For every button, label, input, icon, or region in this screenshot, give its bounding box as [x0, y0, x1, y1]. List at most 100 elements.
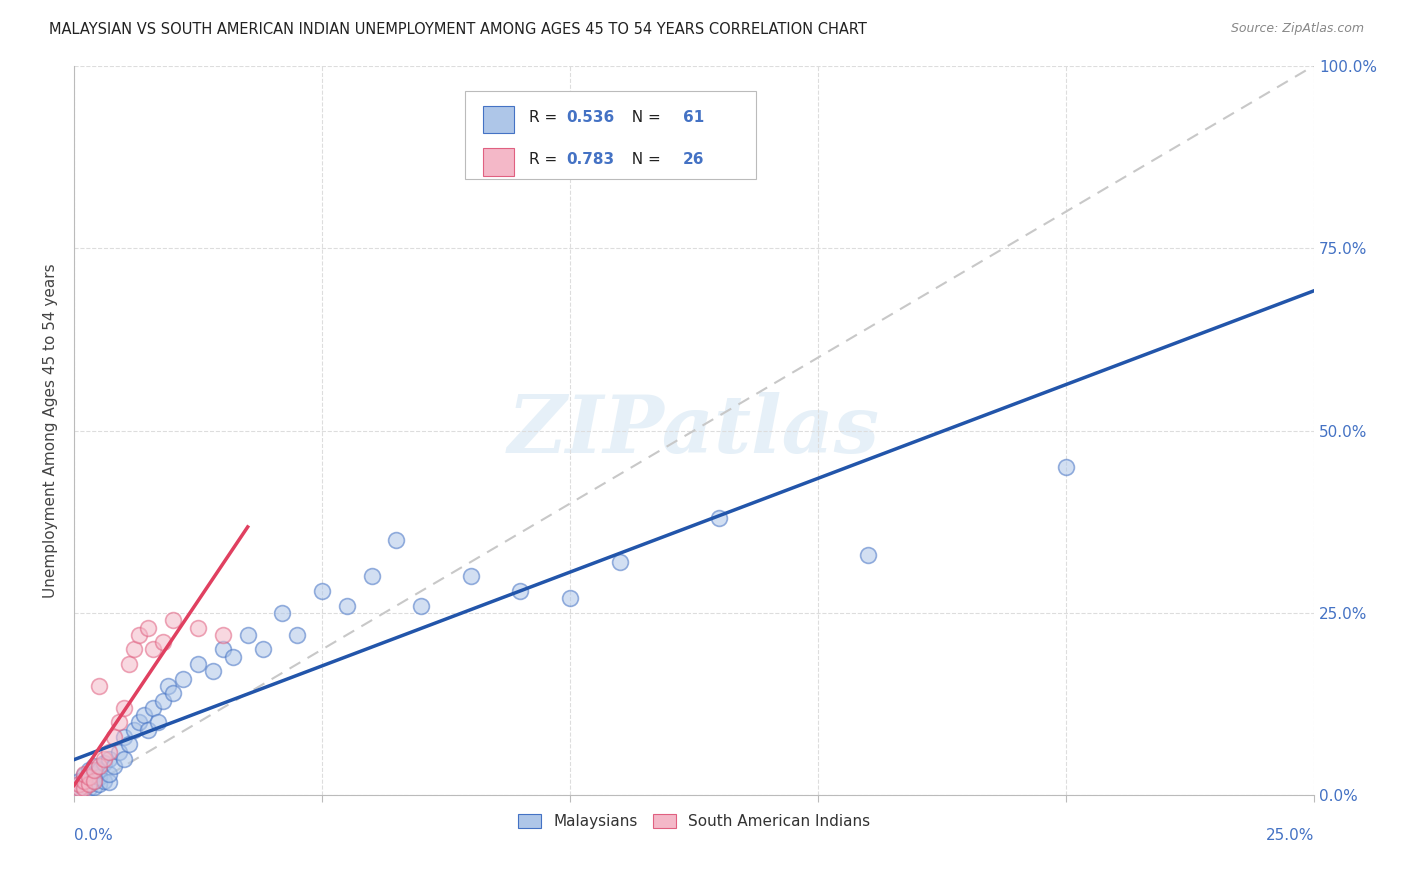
Point [212, 642, 235, 657]
Point [187, 621, 209, 635]
Point [83, 773, 105, 788]
Point [83, 780, 105, 794]
Point [77, 770, 100, 784]
Text: 0.0%: 0.0% [75, 829, 112, 843]
Point [1054, 460, 1077, 475]
Point [67, 785, 90, 799]
Point [152, 693, 174, 707]
Point [112, 730, 135, 744]
Bar [484, 106, 515, 134]
Point [132, 708, 155, 723]
Text: 61: 61 [683, 110, 704, 125]
Text: ZIPatlas: ZIPatlas [508, 392, 880, 469]
Point [93, 752, 115, 766]
Point [222, 649, 245, 664]
Text: R =: R = [529, 110, 562, 125]
Point [93, 773, 115, 788]
Point [285, 628, 308, 642]
Point [97, 752, 120, 766]
Point [97, 775, 120, 789]
Text: N =: N = [623, 110, 666, 125]
Point [152, 635, 174, 649]
Point [83, 759, 105, 773]
Point [73, 782, 96, 797]
Text: Source: ZipAtlas.com: Source: ZipAtlas.com [1230, 22, 1364, 36]
Point [558, 591, 581, 606]
Legend: Malaysians, South American Indians: Malaysians, South American Indians [512, 808, 876, 835]
Point [856, 548, 879, 562]
Y-axis label: Unemployment Among Ages 45 to 54 years: Unemployment Among Ages 45 to 54 years [44, 263, 58, 598]
Point [67, 785, 90, 799]
Point [107, 745, 129, 759]
Point [212, 628, 235, 642]
Point [77, 777, 100, 791]
Point [67, 773, 90, 788]
Point [87, 759, 110, 773]
Point [73, 780, 96, 794]
Point [128, 715, 150, 730]
Text: R =: R = [529, 153, 562, 168]
Point [112, 752, 135, 766]
Point [77, 777, 100, 791]
Point [87, 770, 110, 784]
Point [609, 555, 631, 569]
Point [360, 569, 382, 583]
Point [83, 763, 105, 777]
Point [128, 628, 150, 642]
Point [97, 766, 120, 780]
Point [87, 679, 110, 693]
Point [67, 777, 90, 791]
Bar [484, 148, 515, 176]
Point [67, 781, 90, 796]
Point [252, 642, 274, 657]
Point [311, 584, 333, 599]
Point [77, 770, 100, 784]
Bar [465, 91, 756, 178]
Point [103, 730, 125, 744]
Text: 25.0%: 25.0% [1265, 829, 1315, 843]
Point [118, 737, 141, 751]
Point [67, 777, 90, 791]
Text: MALAYSIAN VS SOUTH AMERICAN INDIAN UNEMPLOYMENT AMONG AGES 45 TO 54 YEARS CORREL: MALAYSIAN VS SOUTH AMERICAN INDIAN UNEMP… [49, 22, 868, 37]
Point [87, 763, 110, 777]
Point [112, 701, 135, 715]
Point [271, 606, 294, 620]
Point [138, 723, 160, 737]
Point [73, 768, 96, 782]
Text: 0.536: 0.536 [567, 110, 614, 125]
Point [122, 723, 145, 737]
Point [118, 657, 141, 671]
Point [707, 511, 730, 525]
Point [83, 766, 105, 780]
Point [157, 679, 180, 693]
Point [77, 766, 100, 780]
Point [385, 533, 408, 547]
Text: 26: 26 [683, 153, 704, 168]
Point [142, 701, 165, 715]
Point [509, 584, 531, 599]
Point [411, 599, 433, 613]
Point [77, 781, 100, 796]
Point [73, 773, 96, 788]
Point [148, 715, 170, 730]
Point [336, 599, 359, 613]
Point [67, 781, 90, 796]
Point [460, 569, 482, 583]
Point [162, 613, 184, 627]
Point [172, 672, 194, 686]
Point [138, 621, 160, 635]
Point [73, 775, 96, 789]
Point [77, 763, 100, 777]
Point [236, 628, 259, 642]
Point [83, 773, 105, 788]
Point [73, 766, 96, 780]
Point [97, 745, 120, 759]
Point [122, 642, 145, 657]
Point [187, 657, 209, 671]
Point [93, 756, 115, 770]
Text: N =: N = [623, 153, 666, 168]
Text: 0.783: 0.783 [567, 153, 614, 168]
Point [142, 642, 165, 657]
Point [73, 781, 96, 796]
Point [107, 715, 129, 730]
